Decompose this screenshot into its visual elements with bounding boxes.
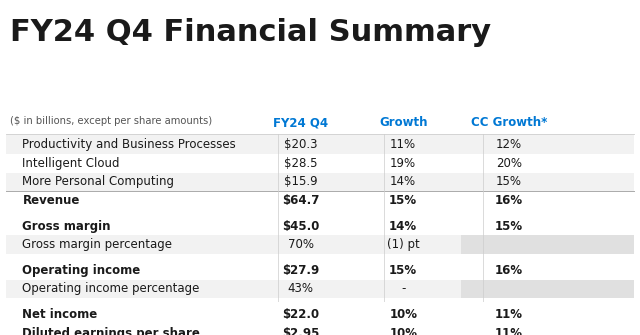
Text: 15%: 15% <box>389 264 417 277</box>
Text: $27.9: $27.9 <box>282 264 319 277</box>
Text: 16%: 16% <box>495 194 523 207</box>
Text: 15%: 15% <box>389 194 417 207</box>
FancyBboxPatch shape <box>6 173 634 191</box>
Text: CC Growth*: CC Growth* <box>470 116 547 129</box>
Text: 10%: 10% <box>389 308 417 321</box>
Text: Operating income percentage: Operating income percentage <box>22 282 200 295</box>
Text: $28.5: $28.5 <box>284 157 317 170</box>
Text: Gross margin: Gross margin <box>22 219 111 232</box>
Text: Growth: Growth <box>379 116 428 129</box>
Text: 10%: 10% <box>389 327 417 335</box>
FancyBboxPatch shape <box>461 279 634 298</box>
FancyBboxPatch shape <box>6 236 634 254</box>
Text: FY24 Q4: FY24 Q4 <box>273 116 328 129</box>
Text: 19%: 19% <box>390 157 416 170</box>
Text: 70%: 70% <box>288 238 314 251</box>
Text: Diluted earnings per share: Diluted earnings per share <box>22 327 200 335</box>
Text: 15%: 15% <box>496 176 522 188</box>
Text: More Personal Computing: More Personal Computing <box>22 176 174 188</box>
Text: 15%: 15% <box>495 219 523 232</box>
Text: 14%: 14% <box>389 219 417 232</box>
Text: 16%: 16% <box>495 264 523 277</box>
Text: Productivity and Business Processes: Productivity and Business Processes <box>22 138 236 151</box>
Text: Operating income: Operating income <box>22 264 141 277</box>
Text: $2.95: $2.95 <box>282 327 319 335</box>
Text: $22.0: $22.0 <box>282 308 319 321</box>
Text: (1) pt: (1) pt <box>387 238 420 251</box>
Text: Gross margin percentage: Gross margin percentage <box>22 238 172 251</box>
Text: -: - <box>401 282 405 295</box>
FancyBboxPatch shape <box>6 279 634 298</box>
Text: $15.9: $15.9 <box>284 176 317 188</box>
Text: $20.3: $20.3 <box>284 138 317 151</box>
Text: 14%: 14% <box>390 176 416 188</box>
Text: 11%: 11% <box>390 138 416 151</box>
FancyBboxPatch shape <box>461 236 634 254</box>
Text: 43%: 43% <box>288 282 314 295</box>
Text: ($ in billions, except per share amounts): ($ in billions, except per share amounts… <box>10 116 212 126</box>
FancyBboxPatch shape <box>6 135 634 154</box>
Text: 20%: 20% <box>496 157 522 170</box>
Text: Intelligent Cloud: Intelligent Cloud <box>22 157 120 170</box>
Text: Net income: Net income <box>22 308 98 321</box>
Text: 11%: 11% <box>495 327 523 335</box>
Text: 12%: 12% <box>496 138 522 151</box>
Text: $64.7: $64.7 <box>282 194 319 207</box>
Text: 11%: 11% <box>495 308 523 321</box>
Text: $45.0: $45.0 <box>282 219 319 232</box>
Text: FY24 Q4 Financial Summary: FY24 Q4 Financial Summary <box>10 18 491 47</box>
Text: Revenue: Revenue <box>22 194 80 207</box>
